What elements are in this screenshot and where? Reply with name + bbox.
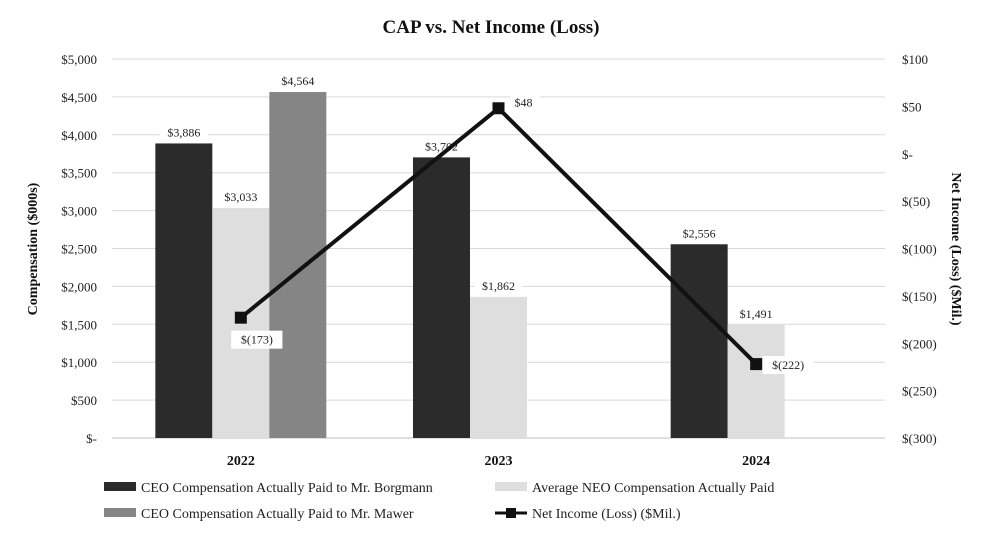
category-labels: 2022 2023 2024 bbox=[227, 454, 770, 469]
legend-swatch bbox=[104, 482, 136, 491]
data-label-bg bbox=[732, 305, 781, 321]
y2-tick-label: $(100) bbox=[902, 242, 937, 257]
y2-tick-label: $(150) bbox=[902, 289, 937, 304]
data-label-bg bbox=[417, 138, 466, 154]
y-tick-label: $5,000 bbox=[61, 52, 97, 67]
legend-label: Net Income (Loss) ($Mil.) bbox=[532, 507, 681, 522]
data-label-bg bbox=[159, 124, 208, 140]
y2-tick-label: $50 bbox=[902, 99, 922, 114]
legend-label: CEO Compensation Actually Paid to Mr. Bo… bbox=[141, 481, 433, 496]
category-label: 2023 bbox=[485, 454, 513, 469]
bar-data-label: $3,033 bbox=[224, 190, 257, 204]
category-label: 2022 bbox=[227, 454, 255, 469]
y2-tick-label: $- bbox=[902, 147, 913, 162]
bar bbox=[269, 92, 327, 438]
bar-data-label: $1,491 bbox=[740, 307, 773, 321]
data-label-bg bbox=[474, 277, 523, 293]
y-tick-label: $3,000 bbox=[61, 204, 97, 219]
y2-tick-label: $100 bbox=[902, 52, 928, 67]
line-label-bg bbox=[762, 356, 814, 375]
bar-data-label: $2,556 bbox=[683, 226, 716, 240]
data-label-bg bbox=[216, 189, 265, 205]
legend-swatch bbox=[104, 508, 136, 517]
data-label-bg bbox=[675, 225, 724, 241]
line-label-bg bbox=[510, 93, 541, 112]
line-marker bbox=[234, 311, 247, 324]
line-data-label: $48 bbox=[515, 95, 533, 109]
legend-marker bbox=[506, 508, 516, 518]
line-marker bbox=[492, 102, 505, 115]
y-tick-label: $1,000 bbox=[61, 355, 97, 370]
bar bbox=[670, 244, 728, 438]
y-tick-label: $2,500 bbox=[61, 242, 97, 257]
bar-series: $3,886$3,033$4,564$3,702$1,862$2,556$1,4… bbox=[155, 73, 785, 438]
y-tick-label: $2,000 bbox=[61, 279, 97, 294]
right-axis-ticks: $(300) $(250) $(200) $(150) $(100) $(50) $- $50… bbox=[902, 52, 937, 446]
bar-data-label: $4,564 bbox=[281, 74, 314, 88]
line-label-bg bbox=[231, 330, 283, 349]
y-tick-label: $1,500 bbox=[61, 317, 97, 332]
legend: CEO Compensation Actually Paid to Mr. Bo… bbox=[104, 481, 774, 522]
y2-tick-label: $(300) bbox=[902, 431, 937, 446]
legend-label: CEO Compensation Actually Paid to Mr. Ma… bbox=[141, 507, 414, 522]
line-data-label: $(173) bbox=[241, 333, 273, 347]
y-tick-label: $4,000 bbox=[61, 128, 97, 143]
legend-label: Average NEO Compensation Actually Paid bbox=[532, 481, 774, 496]
left-axis-ticks: $- $500 $1,000 $1,500 $2,000 $2,500 $3,000 $3,5… bbox=[61, 52, 97, 446]
left-axis-title: Compensation ($000s) bbox=[26, 182, 41, 315]
right-axis-title: Net Income (Loss) ($Mil.) bbox=[948, 172, 963, 326]
chart-title: CAP vs. Net Income (Loss) bbox=[383, 17, 600, 38]
data-label-bg bbox=[273, 73, 322, 89]
line-data-label: $(222) bbox=[772, 358, 804, 372]
y-tick-label: $500 bbox=[71, 393, 97, 408]
bar-data-label: $3,886 bbox=[167, 125, 200, 139]
bar bbox=[413, 157, 470, 438]
y2-tick-label: $(200) bbox=[902, 336, 937, 351]
y2-tick-label: $(250) bbox=[902, 384, 937, 399]
bar bbox=[470, 296, 527, 438]
y-tick-label: $4,500 bbox=[61, 90, 97, 105]
legend-swatch bbox=[495, 482, 527, 491]
bar bbox=[155, 143, 213, 438]
y2-tick-label: $(50) bbox=[902, 194, 930, 209]
line-marker bbox=[750, 358, 763, 371]
y-tick-label: $3,500 bbox=[61, 166, 97, 181]
y-tick-label: $- bbox=[86, 431, 97, 446]
bar-data-label: $1,862 bbox=[482, 279, 515, 293]
line-series: $(173) $48 $(222) bbox=[231, 93, 814, 375]
category-label: 2024 bbox=[742, 454, 770, 469]
